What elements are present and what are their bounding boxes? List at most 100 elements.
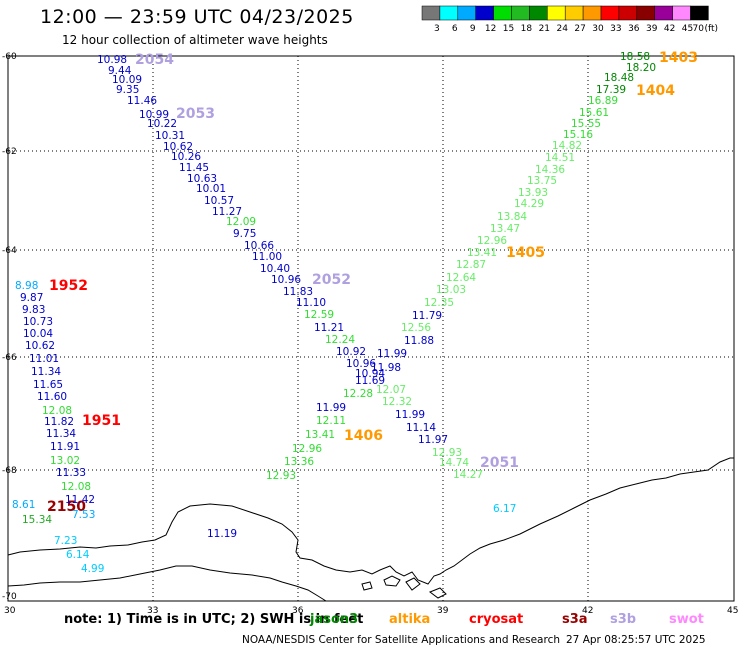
wave-height-value: 15.61	[579, 107, 609, 119]
wave-height-value: 12.64	[446, 272, 476, 284]
legend-tick-label: 3	[434, 24, 440, 34]
map-frame	[7, 55, 735, 602]
satellite-legend-item: s3a	[562, 612, 588, 627]
pass-label: 1404	[636, 83, 675, 99]
wave-height-value: 10.62	[163, 141, 193, 153]
wave-height-value: 13.36	[284, 456, 314, 468]
wave-height-value: 17.39	[596, 84, 626, 96]
wave-height-value: 10.63	[187, 173, 217, 185]
legend-swatch	[600, 5, 620, 21]
pass-label: 1406	[344, 428, 383, 444]
legend-swatch	[511, 5, 530, 21]
lat-label: -60	[2, 52, 17, 62]
wave-height-value: 11.97	[418, 434, 448, 446]
wave-height-value: 11.42	[65, 494, 95, 506]
legend-swatch	[493, 5, 512, 21]
legend-tick-label: 12	[485, 24, 496, 34]
legend-swatch	[439, 5, 459, 21]
wave-height-value: 9.75	[233, 228, 256, 240]
color-legend	[421, 5, 709, 21]
lon-label: 39	[437, 606, 449, 616]
legend-tick-label: 30	[592, 24, 604, 34]
wave-height-value: 15.55	[571, 118, 601, 130]
pass-labels: 2054 2053 2052 2051 1403 1404 1405 1406 1952 1951…	[47, 50, 698, 515]
wave-height-value: 9.44	[108, 65, 132, 77]
wave-height-value: 16.89	[588, 95, 618, 107]
legend-swatch	[475, 5, 494, 21]
lat-label: -68	[2, 466, 17, 476]
wave-height-value: 13.41	[467, 247, 497, 259]
legend-tick-label: 70	[693, 24, 705, 34]
wave-height-value: 10.22	[147, 118, 177, 130]
wave-height-value: 12.09	[226, 216, 256, 228]
footer-credit: NOAA/NESDIS Center for Satellite Applica…	[242, 634, 560, 646]
wave-height-value: 18.58	[620, 51, 650, 63]
pass-label: 2053	[176, 106, 215, 122]
wave-height-value: 11.65	[33, 379, 63, 391]
wave-height-value: 12.28	[343, 388, 373, 400]
wave-height-value: 12.96	[477, 235, 507, 247]
wave-height-value: 11.46	[127, 95, 157, 107]
wave-height-value: 11.34	[46, 428, 76, 440]
wave-height-value: 12.08	[61, 481, 91, 493]
wave-height-value: 11.34	[31, 366, 61, 378]
page-subtitle: 12 hour collection of altimeter wave hei…	[62, 33, 328, 47]
wave-height-value: 4.99	[81, 563, 104, 575]
wave-height-value: 11.99	[316, 402, 346, 414]
wave-height-value: 11.60	[37, 391, 67, 403]
wave-height-value: 6.14	[66, 549, 90, 561]
legend-tick-label: 15	[503, 24, 514, 34]
wave-height-value: 11.27	[212, 206, 242, 218]
legend-swatch	[654, 5, 673, 21]
footer-note: note: 1) Time is in UTC; 2) SWH is in fe…	[64, 612, 364, 627]
satellite-legend-item: s3b	[610, 612, 637, 627]
wave-height-value: 13.03	[436, 284, 466, 296]
satellite-legend-item: cryosat	[469, 612, 524, 627]
wave-height-value: 12.11	[316, 415, 346, 427]
wave-height-value: 12.96	[292, 443, 322, 455]
wave-height-value: 9.87	[20, 292, 43, 304]
lat-label: -62	[2, 147, 17, 157]
wave-height-value: 12.24	[325, 334, 355, 346]
lon-label: 36	[292, 606, 304, 616]
wave-height-value: 11.91	[50, 441, 80, 453]
wave-height-value: 10.98	[97, 54, 127, 66]
wave-height-value: 14.82	[552, 140, 582, 152]
wave-height-value: 13.41	[305, 429, 335, 441]
wave-height-value: 18.48	[604, 72, 634, 84]
pass-label: 2150	[47, 499, 86, 515]
legend-tick-label: 18	[521, 24, 533, 34]
wave-height-value: 11.99	[377, 348, 407, 360]
coastal-islands	[361, 575, 447, 599]
page-title: 12:00 — 23:59 UTC 04/23/2025	[40, 6, 354, 28]
wave-height-value: 13.75	[527, 175, 557, 187]
lon-label: 33	[147, 606, 158, 616]
pass-label: 1951	[82, 413, 121, 429]
wave-height-value: 12.35	[424, 297, 454, 309]
wave-height-value: 10.09	[112, 74, 142, 86]
wave-height-value: 13.47	[490, 223, 520, 235]
wave-height-value: 10.62	[25, 340, 55, 352]
wave-height-value: 10.94	[355, 368, 385, 380]
wave-height-value: 11.79	[412, 310, 442, 322]
wave-height-value: 11.98	[371, 362, 401, 374]
wave-height-value: 10.04	[23, 328, 53, 340]
wave-height-value: 12.08	[42, 405, 72, 417]
wave-height-value: 11.88	[404, 335, 434, 347]
legend-tick-label: 42	[664, 24, 675, 34]
wave-height-value: 12.93	[266, 470, 296, 482]
legend-tick-label: 21	[539, 24, 550, 34]
wave-height-value: 9.83	[22, 304, 45, 316]
wave-height-value: 11.01	[29, 353, 59, 365]
wave-height-value: 11.83	[283, 286, 313, 298]
wave-height-value: 10.26	[171, 151, 201, 163]
legend-swatch	[547, 5, 566, 21]
wave-height-value: 14.74	[439, 457, 469, 469]
legend-tick-label: 24	[556, 24, 568, 34]
wave-height-value: 13.84	[497, 211, 527, 223]
lat-label: -64	[2, 246, 17, 256]
wave-height-value: 6.17	[493, 503, 516, 515]
wave-height-value: 10.92	[336, 346, 366, 358]
wave-height-value: 10.73	[23, 316, 53, 328]
